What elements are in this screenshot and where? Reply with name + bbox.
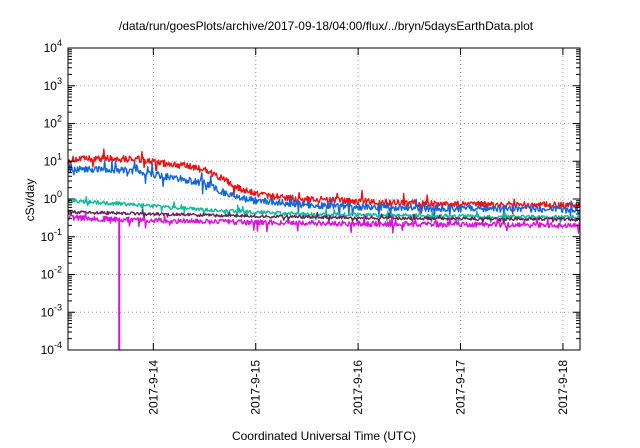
- series-line-4: [67, 209, 581, 224]
- y-tick-label: 100: [44, 189, 62, 206]
- series-layer: [67, 148, 581, 350]
- series-line-2: [67, 159, 581, 218]
- y-tick-label: 10-4: [41, 340, 62, 357]
- y-tick-label: 103: [44, 76, 62, 93]
- x-tick-label: 2017-9-18: [556, 360, 570, 415]
- chart-title: /data/run/goesPlots/archive/2017-09-18/0…: [119, 19, 534, 33]
- y-tick-label: 101: [44, 151, 62, 168]
- x-tick-label: 2017-9-17: [454, 360, 468, 415]
- y-tick-label: 10-3: [41, 302, 62, 319]
- x-axis-title: Coordinated Universal Time (UTC): [232, 429, 416, 443]
- x-tick-label: 2017-9-16: [351, 360, 365, 415]
- axis-layer: 10-4 10-3 10-2 10-1 100 101 102 103 104 2017-9-14…: [41, 38, 580, 415]
- y-tick-label: 10-2: [41, 265, 62, 282]
- y-tick-label: 102: [44, 114, 62, 131]
- series-line-5: [67, 212, 581, 234]
- y-axis-title: cSv/day: [23, 179, 37, 222]
- x-tick-label: 2017-9-14: [146, 360, 160, 415]
- x-tick-label: 2017-9-15: [249, 360, 263, 415]
- y-tick-label: 104: [44, 38, 62, 55]
- y-tick-label: 10-1: [41, 227, 62, 244]
